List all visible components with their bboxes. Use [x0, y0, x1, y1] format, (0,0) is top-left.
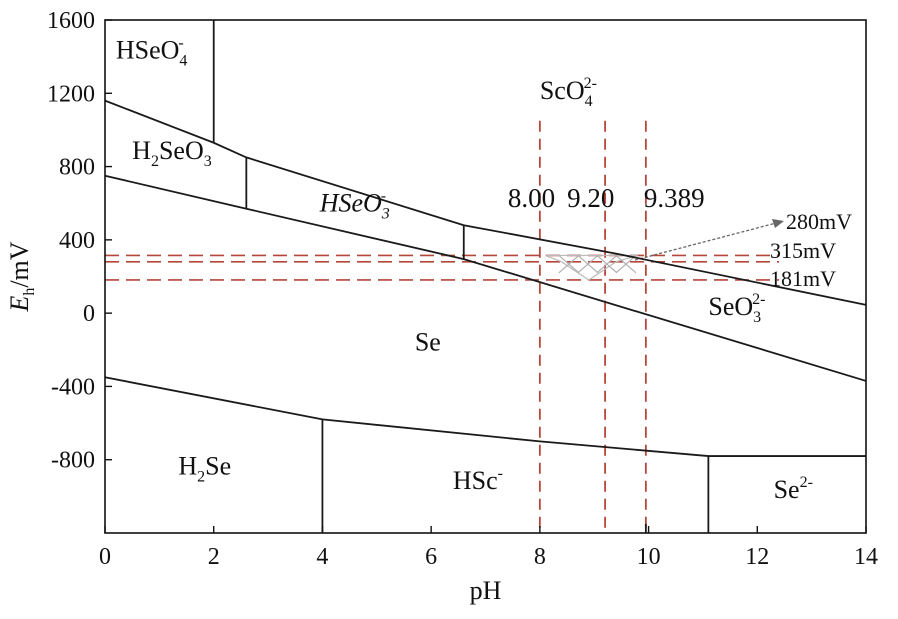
zone-hatch	[577, 254, 599, 274]
mv-value-label: 280mV	[786, 209, 852, 234]
zone-hatch	[615, 254, 637, 274]
species-text: Se	[774, 475, 800, 504]
zone-hatch	[596, 254, 618, 274]
ph-value-label: 9.389	[644, 183, 705, 213]
species-text: SeO	[708, 292, 753, 321]
ph-value-label: 8.00	[508, 183, 555, 213]
species-subscript: 2	[197, 468, 205, 485]
ph-value-label: 9.20	[567, 183, 614, 213]
x-axis-title: pH	[470, 576, 502, 605]
y-title-unit: /mV	[5, 241, 34, 287]
species-text: Se	[205, 451, 231, 480]
arrow-head	[772, 219, 784, 228]
species-superscript: -	[498, 465, 503, 482]
y-tick-label: 400	[59, 228, 95, 254]
mv-value-label: 181mV	[770, 266, 836, 291]
y-title-sub: h	[21, 288, 38, 296]
mv-value-label: 315mV	[770, 238, 836, 263]
plot-frame	[104, 19, 867, 534]
species-subscript: 4	[585, 93, 593, 110]
species-label: Se	[415, 328, 441, 357]
species-label: Se2-	[774, 474, 813, 504]
y-title-main: E	[5, 296, 34, 313]
species-text: HSc	[453, 466, 498, 495]
zone-hatch	[558, 254, 580, 274]
species-superscript: -	[178, 34, 183, 51]
y-tick-label: 800	[59, 155, 95, 181]
species-subscript: 4	[179, 52, 187, 69]
species-text: H	[132, 136, 151, 165]
species-label: HSeO3-	[319, 187, 390, 222]
reference-lines-layer	[105, 120, 784, 533]
boundary-line	[104, 99, 867, 306]
x-tick-label: 4	[316, 544, 328, 570]
x-tick-label: 6	[425, 544, 437, 570]
stability-zone-layer	[545, 254, 638, 281]
species-label: ScO42-	[540, 75, 597, 110]
species-subscript: 3	[753, 309, 761, 326]
axes-layer: 0 2 4 6 8 10 12 14 1600 1200 800 400 0 -400 -800 pH Eh/m…	[5, 8, 878, 605]
boundary-line	[104, 376, 866, 457]
y-tick-label: 0	[83, 301, 95, 327]
x-tick-label: 8	[534, 544, 546, 570]
species-subscript: 2	[151, 153, 159, 170]
species-label: SeO32-	[708, 291, 765, 326]
labels-layer: 8.00 9.20 9.389280mV315mV181mVHSeO4-H2SeO3…	[116, 34, 852, 504]
species-text: HSeO	[319, 188, 382, 217]
species-label: H2SeO3	[132, 136, 212, 170]
boundary-lines-layer	[104, 20, 867, 533]
species-text: SeO	[159, 136, 204, 165]
x-tick-label: 14	[854, 544, 878, 570]
x-tick-label: 0	[99, 544, 111, 570]
x-tick-label: 12	[745, 544, 769, 570]
species-subscript: 3	[381, 205, 390, 222]
species-superscript: -	[381, 187, 386, 204]
arrow-line	[634, 221, 781, 261]
x-tick-label: 2	[208, 544, 220, 570]
y-tick-label: -800	[51, 448, 95, 474]
boundary-line	[104, 174, 867, 382]
y-tick-label: 1200	[47, 81, 95, 107]
x-tick-label: 10	[637, 544, 661, 570]
y-tick-label: 1600	[47, 8, 95, 34]
species-text: H	[178, 451, 197, 480]
species-label: HSc-	[453, 465, 503, 495]
species-subscript: 3	[204, 153, 212, 170]
species-label: HSeO4-	[116, 34, 188, 69]
species-superscript: 2-	[800, 474, 813, 491]
species-text: ScO	[540, 76, 585, 105]
species-label: H2Se	[178, 451, 231, 485]
y-axis-title: Eh/mV	[5, 241, 38, 312]
y-tick-label: -400	[51, 374, 95, 400]
species-superscript: 2-	[752, 291, 765, 308]
species-superscript: 2-	[584, 75, 597, 92]
species-text: Se	[415, 328, 441, 357]
species-text: HSeO	[116, 35, 180, 64]
